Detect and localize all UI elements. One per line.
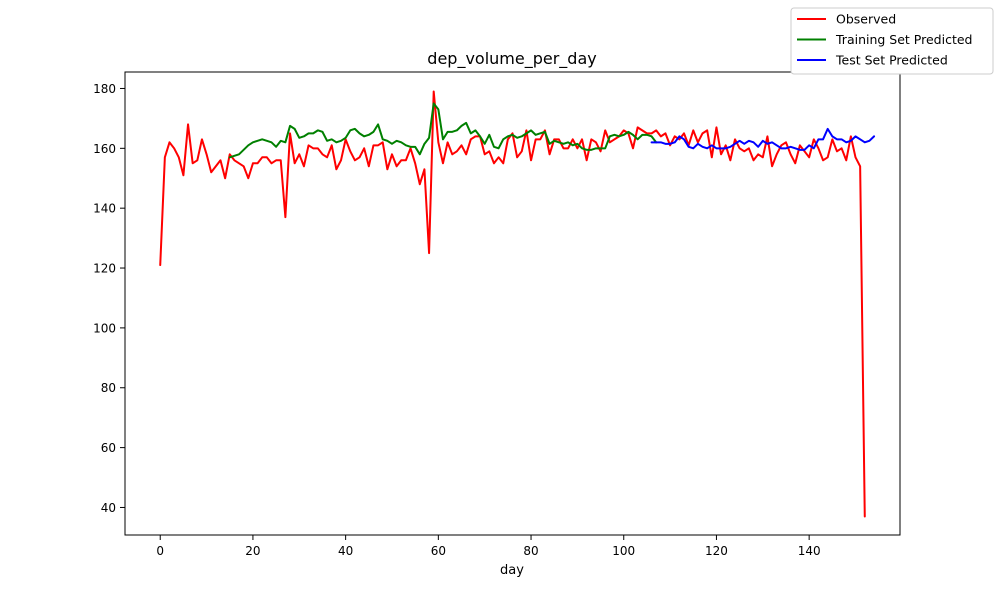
x-tick-label: 0	[156, 544, 164, 558]
y-tick-label: 140	[93, 202, 116, 216]
x-axis-label: day	[500, 563, 524, 578]
y-axis: 40 60 80 100 120 140 160 180	[93, 82, 125, 515]
series-line-1	[228, 102, 658, 159]
x-axis: 0 20 40 60 80 100 120 140	[156, 535, 821, 558]
y-tick-label: 60	[101, 441, 116, 455]
series-line-0	[159, 90, 866, 518]
y-tick-label: 80	[101, 381, 116, 395]
x-tick-label: 100	[612, 544, 635, 558]
legend: Observed Training Set Predicted Test Set P…	[790, 7, 994, 75]
y-tick-label: 40	[101, 501, 116, 515]
x-tick-label: 60	[431, 544, 446, 558]
x-tick-label: 140	[798, 544, 821, 558]
legend-box	[790, 7, 994, 75]
y-tick-label: 160	[93, 142, 116, 156]
x-tick-label: 120	[705, 544, 728, 558]
y-tick-label: 180	[93, 82, 116, 96]
x-tick-label: 20	[245, 544, 260, 558]
chart-title: dep_volume_per_day	[427, 49, 596, 69]
plot-frame	[124, 71, 901, 536]
legend-label-1: Training Set Predicted	[835, 32, 972, 47]
y-tick-label: 100	[93, 321, 116, 335]
plot-area	[159, 90, 876, 518]
legend-label-0: Observed	[836, 12, 896, 27]
legend-label-2: Test Set Predicted	[835, 53, 948, 68]
x-tick-label: 40	[338, 544, 353, 558]
x-tick-label: 80	[523, 544, 538, 558]
series-line-2	[650, 127, 876, 151]
y-tick-label: 120	[93, 262, 116, 276]
